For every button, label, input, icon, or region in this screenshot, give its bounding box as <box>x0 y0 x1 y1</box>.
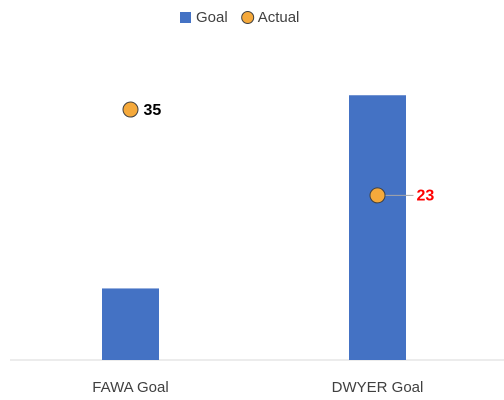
legend-swatch <box>241 11 255 24</box>
legend-label: Actual <box>258 9 300 26</box>
x-tick-label: DWYER Goal <box>332 379 424 396</box>
legend-swatch <box>180 12 191 23</box>
data-label: 35 <box>144 102 162 119</box>
x-tick-label: FAWA Goal <box>92 379 168 396</box>
legend-label: Goal <box>196 9 228 26</box>
marker <box>369 187 386 204</box>
marker <box>122 101 139 118</box>
data-label: 23 <box>417 188 435 205</box>
bar <box>349 95 406 360</box>
bar <box>102 288 159 360</box>
